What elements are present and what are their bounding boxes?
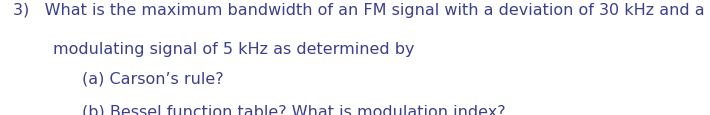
Text: 3)   What is the maximum bandwidth of an FM signal with a deviation of 30 kHz an: 3) What is the maximum bandwidth of an F…	[13, 3, 710, 18]
Text: (a) Carson’s rule?: (a) Carson’s rule?	[82, 71, 223, 86]
Text: (b) Bessel function table? What is modulation index?: (b) Bessel function table? What is modul…	[82, 104, 506, 115]
Text: modulating signal of 5 kHz as determined by: modulating signal of 5 kHz as determined…	[53, 41, 415, 56]
